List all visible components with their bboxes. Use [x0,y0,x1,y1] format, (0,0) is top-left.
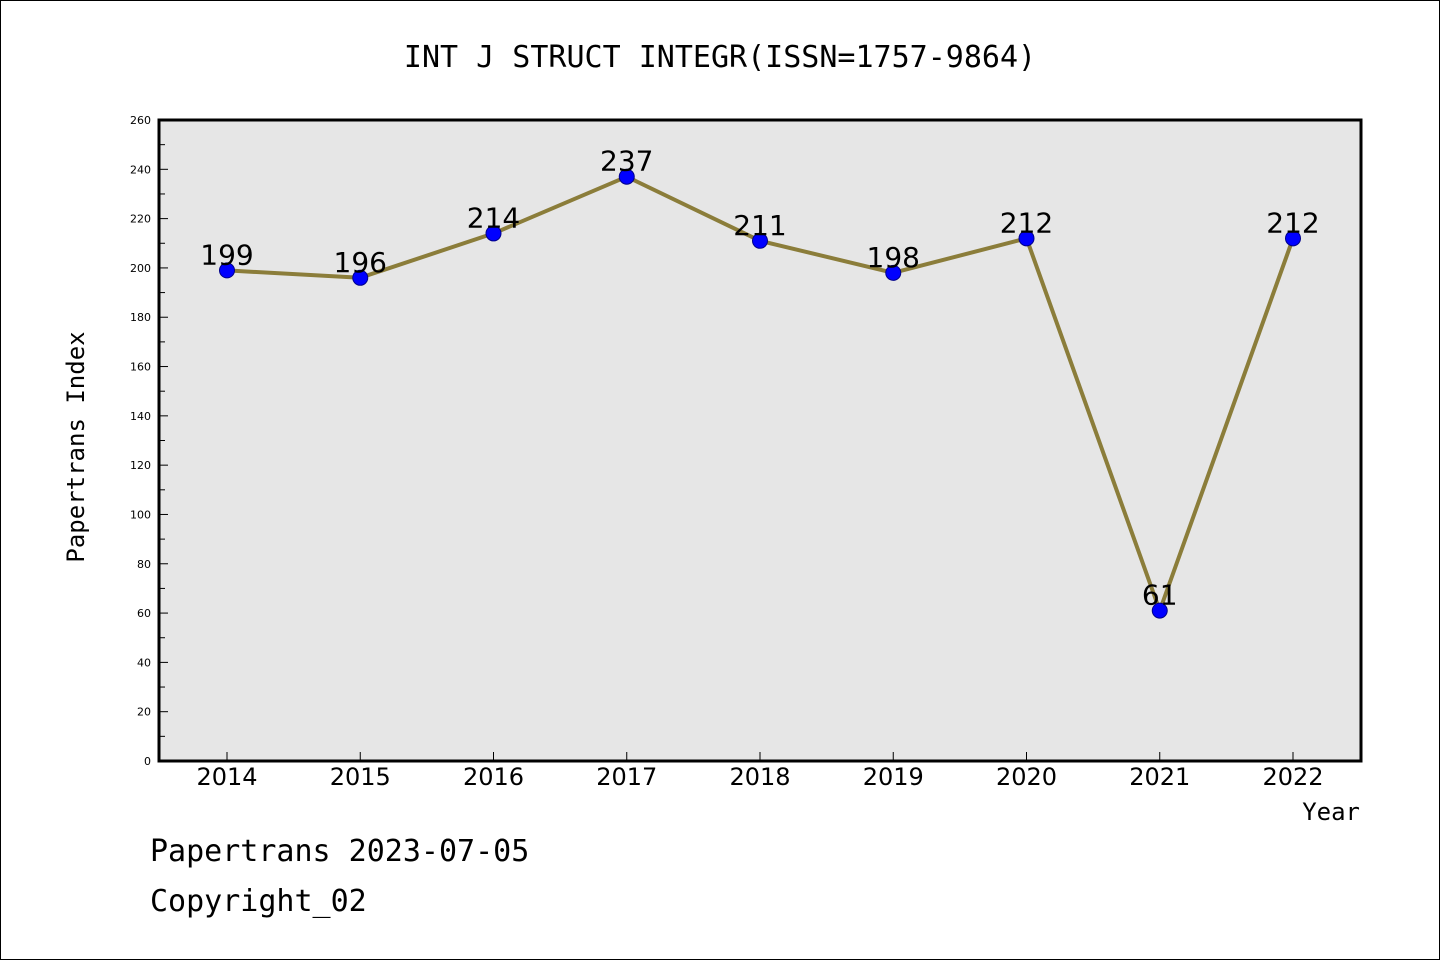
data-markers [219,168,1301,619]
plot-area [157,118,1363,763]
chart-title: INT J STRUCT INTEGR(ISSN=1757-9864) [404,40,1036,75]
data-label: 212 [1000,206,1053,239]
data-point [219,262,235,279]
footer-date: Papertrans 2023-07-05 [150,834,530,869]
x-axis: 2014 2015 2016 2017 2018 2019 2020 2021 2022 [196,752,1324,791]
y-tick-label: 20 [137,706,151,719]
y-tick-label: 160 [130,361,151,374]
y-tick-label: 140 [130,410,151,423]
data-point [618,168,635,185]
x-tick-label: 2020 [996,763,1057,791]
x-tick-label: 2015 [330,763,391,791]
y-tick-label: 60 [137,607,151,620]
x-tick-label: 2014 [196,763,257,791]
data-point [1151,602,1168,619]
data-point [1285,230,1301,247]
x-tick-label: 2019 [863,763,924,791]
x-axis-label: Year [1302,798,1360,826]
data-label: 199 [200,238,253,271]
y-tick-label: 220 [130,213,151,226]
y-tick-label: 260 [130,114,151,127]
data-point [485,225,502,242]
x-tick-label: 2021 [1129,763,1190,791]
y-tick-label: 200 [130,262,151,275]
data-label: 61 [1142,579,1178,612]
data-label: 214 [467,201,520,234]
data-label: 212 [1266,206,1319,239]
x-tick-label: 2017 [596,763,657,791]
data-point [1018,230,1035,247]
data-label: 237 [600,145,653,178]
y-tick-label: 100 [130,508,151,521]
data-label: 198 [867,241,920,274]
y-tick-label: 80 [137,558,151,571]
footer-copyright: Copyright_02 [150,884,367,919]
y-axis: 0 20 40 60 80 100 120 140 160 180 200 220 240 260 [130,114,168,768]
data-point [352,269,369,286]
x-tick-label: 2022 [1262,763,1323,791]
data-labels: 199 196 214 237 211 198 212 61 212 [200,145,1319,612]
y-tick-label: 40 [137,656,151,669]
data-label: 196 [334,246,387,279]
y-tick-label: 180 [130,311,151,324]
y-axis-label: Papertrans Index [62,331,90,562]
x-tick-label: 2016 [463,763,524,791]
data-point [752,232,768,249]
data-label: 211 [733,209,786,242]
y-tick-label: 120 [130,459,151,472]
data-point [885,264,902,281]
x-tick-label: 2018 [729,763,790,791]
y-tick-label: 240 [130,163,151,176]
y-tick-label: 0 [144,755,151,768]
